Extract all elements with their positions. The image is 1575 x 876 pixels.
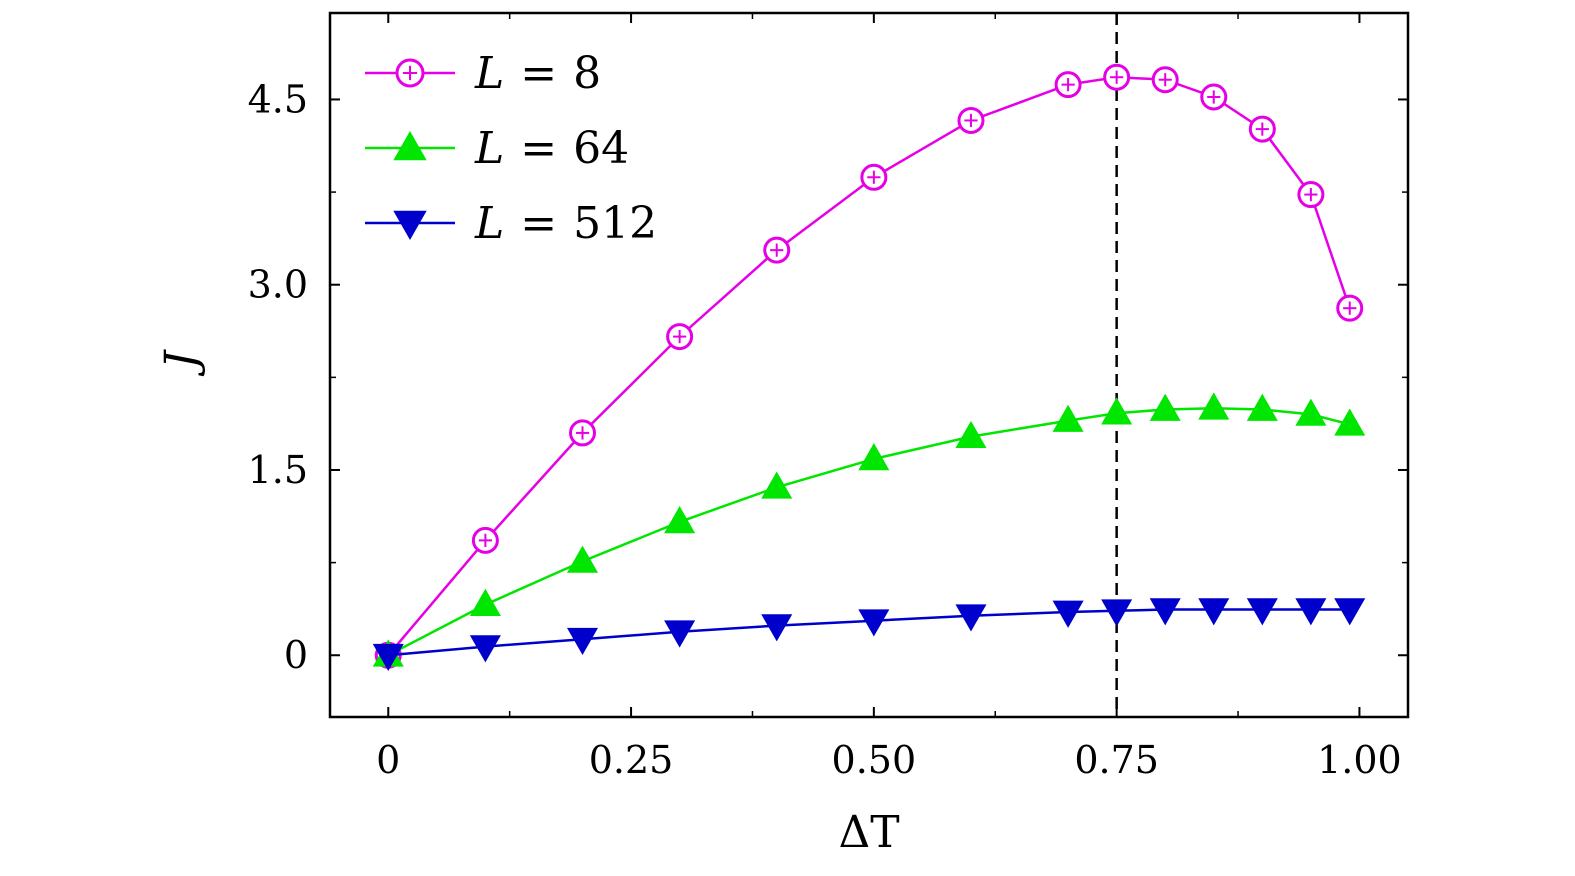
- data-point-1-9: [1149, 393, 1181, 421]
- data-point-2-4: [761, 614, 793, 642]
- data-point-1-2: [566, 545, 599, 573]
- data-point-1-12: [1295, 398, 1327, 426]
- series-1: [372, 392, 1366, 667]
- legend-label-num-2: 512: [573, 198, 657, 249]
- data-point-1-6: [955, 420, 987, 448]
- legend-label-1: L = 64: [474, 123, 629, 174]
- data-point-1-3: [664, 506, 696, 534]
- x-tick-label: 0.25: [589, 738, 674, 782]
- data-point-1-5: [858, 443, 890, 471]
- series-2: [372, 598, 1366, 672]
- plot-area-frame: [328, 11, 1410, 719]
- data-point-2-6: [955, 604, 987, 632]
- legend-label-var-2: L: [474, 198, 504, 249]
- data-point-2-11: [1246, 598, 1278, 626]
- data-point-2-2: [566, 627, 599, 656]
- legend-label-eq-2: =: [520, 198, 557, 249]
- legend-entry-0: L = 8: [365, 48, 601, 99]
- x-tick-label: 0: [376, 738, 400, 782]
- x-tick-label: 1.00: [1317, 738, 1402, 782]
- data-point-2-7: [1052, 600, 1084, 628]
- legend-marker-2: [393, 210, 427, 240]
- data-point-1-13: [1334, 408, 1366, 436]
- series-layer: [372, 63, 1366, 672]
- data-point-1-7: [1052, 404, 1084, 432]
- legend-marker-1: [393, 131, 427, 161]
- legend-label-eq-0: =: [520, 48, 557, 99]
- data-point-2-0: [372, 643, 404, 672]
- data-point-1-11: [1246, 393, 1278, 421]
- data-point-2-8: [1101, 599, 1133, 627]
- legend-entry-1: L = 64: [365, 123, 629, 174]
- y-tick-label: 0: [284, 633, 308, 677]
- x-axis-label: ΔT: [838, 807, 899, 858]
- legend-label-num-1: 64: [573, 123, 629, 174]
- data-point-1-8: [1101, 397, 1133, 425]
- data-point-2-10: [1198, 598, 1230, 626]
- axis-ticks-layer: 0 0.25 0.50 0.75 1.00 0 1.5 3.0 4.5: [248, 13, 1408, 782]
- data-point-2-5: [858, 609, 890, 637]
- data-point-2-1: [469, 635, 501, 663]
- legend-label-eq-1: =: [520, 123, 557, 174]
- legend-label-0: L = 8: [474, 48, 601, 99]
- data-point-2-13: [1334, 598, 1366, 626]
- data-point-2-12: [1295, 598, 1327, 626]
- data-point-2-3: [664, 620, 696, 648]
- legend-label-2: L = 512: [474, 198, 657, 249]
- legend-label-num-0: 8: [573, 48, 601, 99]
- x-tick-label: 0.75: [1074, 738, 1159, 782]
- y-axis-label: J: [156, 349, 207, 377]
- data-point-2-9: [1149, 598, 1181, 626]
- y-tick-label: 3.0: [248, 263, 308, 307]
- legend-label-var-0: L: [474, 48, 504, 99]
- data-point-1-10: [1198, 392, 1230, 420]
- legend-label-var-1: L: [474, 123, 504, 174]
- legend: L = 8 L = 64 L = 512: [365, 48, 657, 249]
- y-tick-label: 1.5: [248, 448, 308, 492]
- legend-entry-2: L = 512: [365, 198, 657, 249]
- data-point-1-1: [469, 588, 501, 616]
- y-tick-label: 4.5: [248, 77, 308, 121]
- x-tick-label: 0.50: [832, 738, 917, 782]
- data-point-1-4: [761, 471, 793, 499]
